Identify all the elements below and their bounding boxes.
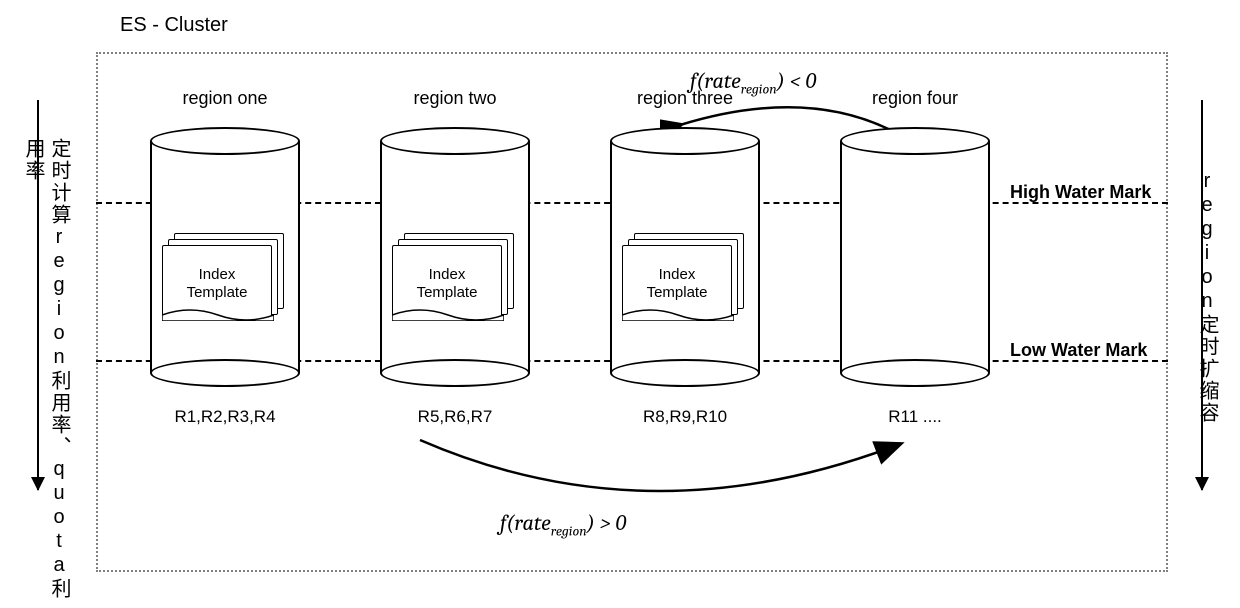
left-label: 定时计算region利用率、quota利用率	[20, 138, 72, 608]
template-label: IndexTemplate	[623, 266, 731, 302]
region-two: region two IndexTemplate R5,R6,R7	[380, 88, 530, 427]
template-label: IndexTemplate	[393, 266, 501, 302]
region-label: region two	[413, 88, 496, 109]
formula-top: f(rateregion) < 0	[690, 68, 816, 97]
region-sublabel: R8,R9,R10	[643, 407, 727, 427]
right-label: region定时扩缩容	[1194, 170, 1220, 424]
region-one: region one IndexTemplate R1,R2,R3,R4	[150, 88, 300, 427]
region-four: region four R11 ....	[840, 88, 990, 427]
region-three: region three IndexTemplate R8,R9,R10	[610, 88, 760, 427]
template-label: IndexTemplate	[163, 266, 271, 302]
region-sublabel: R11 ....	[888, 407, 942, 427]
low-water-mark-label: Low Water Mark	[1010, 340, 1147, 361]
high-water-mark-label: High Water Mark	[1010, 182, 1151, 203]
regions-row: region one IndexTemplate R1,R2,R3,R4 reg…	[150, 88, 990, 427]
region-sublabel: R5,R6,R7	[418, 407, 493, 427]
region-label: region one	[182, 88, 267, 109]
region-sublabel: R1,R2,R3,R4	[174, 407, 275, 427]
cluster-title: ES - Cluster	[120, 14, 228, 37]
arrow-bottom	[400, 430, 920, 520]
